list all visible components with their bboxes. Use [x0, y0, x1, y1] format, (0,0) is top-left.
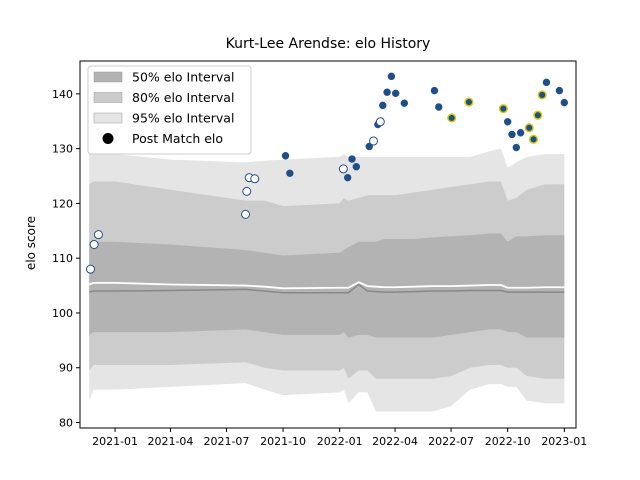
legend-label: 95% elo Interval	[132, 111, 234, 126]
x-tick-label: 2021-07	[203, 435, 249, 448]
post-match-point	[435, 103, 443, 111]
legend-swatch	[93, 92, 123, 103]
post-match-point	[375, 117, 385, 127]
post-match-point	[560, 98, 569, 107]
post-match-point	[464, 97, 474, 107]
median-line	[89, 283, 565, 294]
post-match-point	[250, 174, 260, 184]
legend-label: 80% elo Interval	[132, 90, 234, 105]
post-match-point	[343, 173, 352, 182]
post-match-point	[93, 230, 103, 240]
y-tick-label: 80	[59, 417, 73, 430]
y-tick-label: 90	[59, 362, 73, 375]
post-match-point	[430, 86, 439, 95]
x-tick-label: 2021-04	[147, 435, 193, 448]
post-match-point	[286, 169, 294, 177]
legend-label: 50% elo Interval	[132, 70, 234, 85]
post-match-point	[242, 186, 252, 196]
legend-box	[87, 65, 252, 155]
post-match-point	[383, 88, 391, 96]
post-match-point	[537, 90, 547, 100]
legend-marker	[102, 133, 114, 144]
post-match-point	[542, 78, 551, 87]
post-match-point	[528, 134, 539, 144]
post-match-point	[89, 240, 99, 249]
post-match-point	[508, 130, 516, 139]
band-50	[89, 233, 565, 338]
post-match-point	[391, 89, 400, 98]
post-match-point	[387, 72, 396, 81]
chart-title: Kurt-Lee Arendse: elo History	[226, 36, 431, 52]
x-tick-label: 2021-01	[92, 435, 138, 448]
post-match-point	[241, 209, 251, 219]
plot-area	[85, 72, 569, 412]
post-match-point	[533, 110, 543, 120]
post-match-point	[498, 104, 508, 114]
x-tick-label: 2021-10	[260, 435, 306, 448]
post-match-point	[503, 118, 512, 126]
post-match-point	[281, 152, 290, 160]
legend-label: Post Match elo	[132, 131, 223, 146]
y-tick-label: 110	[52, 252, 73, 265]
y-axis-label: elo score	[24, 216, 38, 270]
post-match-point	[365, 142, 373, 151]
x-tick-label: 2022-10	[485, 435, 531, 448]
post-match-point	[524, 123, 534, 133]
axes: 80 90 100 110 120 130 140 2021-01 2021-04 2021-07…	[52, 60, 587, 448]
x-tick-label: 2022-04	[372, 435, 418, 448]
axes-frame	[79, 60, 577, 429]
mean-line	[88, 281, 565, 290]
post-match-point	[555, 86, 564, 95]
y-tick-label: 130	[52, 143, 73, 156]
post-match-point	[348, 155, 356, 163]
y-tick-label: 100	[52, 307, 73, 320]
post-match-point	[369, 136, 379, 146]
post-match-point	[516, 129, 525, 137]
post-match-point	[352, 163, 361, 171]
legend-swatch	[93, 112, 123, 124]
post-match-point	[512, 143, 521, 152]
x-tick-label: 2022-07	[428, 435, 474, 448]
post-match-point	[85, 264, 95, 274]
post-match-point	[447, 113, 457, 123]
legend-swatch	[93, 71, 123, 83]
x-tick-label: 2022-01	[317, 435, 363, 448]
y-tick-label: 120	[52, 197, 73, 210]
y-tick-label: 140	[52, 88, 73, 101]
post-match-point	[338, 164, 348, 174]
x-tick-label: 2023-01	[541, 435, 587, 448]
post-match-point	[379, 101, 387, 110]
legend: 50% elo Interval 80% elo Interval 95% elo …	[87, 65, 252, 155]
post-match-point	[400, 99, 409, 107]
